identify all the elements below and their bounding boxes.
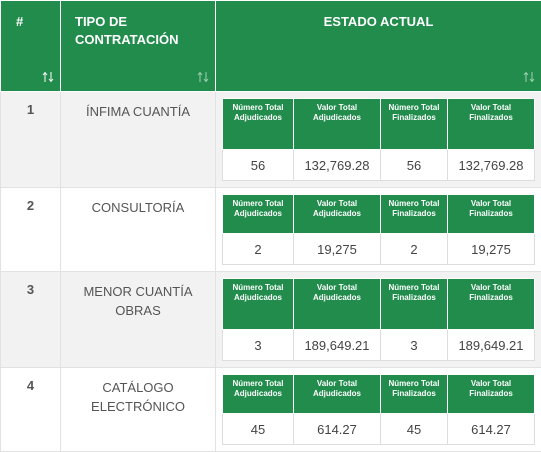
contract-type: ÍNFIMA CUANTÍA <box>61 92 216 188</box>
status-value: 614.27 <box>448 414 535 445</box>
status-header: Valor Total Adjudicados <box>294 99 381 150</box>
status-value: 132,769.28 <box>448 150 535 181</box>
status-value: 45 <box>381 414 448 445</box>
status-header: Número Total Adjudicados <box>223 195 294 234</box>
status-header: Número Total Adjudicados <box>223 99 294 150</box>
row-number: 2 <box>1 188 61 272</box>
row-number: 4 <box>1 368 61 452</box>
status-header: Número Total Finalizados <box>381 375 448 414</box>
status-header: Valor Total Adjudicados <box>294 195 381 234</box>
status-value: 3 <box>381 330 448 361</box>
status-header: Número Total Finalizados <box>381 195 448 234</box>
status-header: Valor Total Finalizados <box>448 195 535 234</box>
status-value: 19,275 <box>294 234 381 265</box>
sort-icon[interactable] <box>523 71 535 83</box>
status-value: 3 <box>223 330 294 361</box>
status-header: Número Total Adjudicados <box>223 375 294 414</box>
sort-icon[interactable] <box>197 71 209 83</box>
status-header: Número Total Adjudicados <box>223 279 294 330</box>
header-text: ESTADO ACTUAL <box>324 14 434 29</box>
header-number[interactable]: # <box>1 1 61 92</box>
header-status[interactable]: ESTADO ACTUAL <box>216 1 541 92</box>
row-number: 1 <box>1 92 61 188</box>
status-header: Valor Total Finalizados <box>448 99 535 150</box>
status-value: 614.27 <box>294 414 381 445</box>
status-value: 2 <box>381 234 448 265</box>
status-value: 19,275 <box>448 234 535 265</box>
status-value: 45 <box>223 414 294 445</box>
contract-type: CONSULTORÍA <box>61 188 216 272</box>
status-header: Número Total Finalizados <box>381 99 448 150</box>
status-header: Valor Total Finalizados <box>448 375 535 414</box>
status-value: 189,649.21 <box>294 330 381 361</box>
status-value: 2 <box>223 234 294 265</box>
status-header: Número Total Finalizados <box>381 279 448 330</box>
sort-icon[interactable] <box>42 71 54 83</box>
header-type[interactable]: TIPO DE CONTRATACIÓN <box>61 1 216 92</box>
header-text: TIPO DE CONTRATACIÓN <box>75 14 179 47</box>
status-value: 56 <box>381 150 448 181</box>
header-text: # <box>16 14 23 29</box>
status-value: 132,769.28 <box>294 150 381 181</box>
contract-type: CATÁLOGO ELECTRÓNICO <box>61 368 216 452</box>
row-number: 3 <box>1 272 61 368</box>
status-value: 56 <box>223 150 294 181</box>
contract-type: MENOR CUANTÍA OBRAS <box>61 272 216 368</box>
status-value: 189,649.21 <box>448 330 535 361</box>
status-header: Valor Total Adjudicados <box>294 375 381 414</box>
status-header: Valor Total Finalizados <box>448 279 535 330</box>
status-header: Valor Total Adjudicados <box>294 279 381 330</box>
